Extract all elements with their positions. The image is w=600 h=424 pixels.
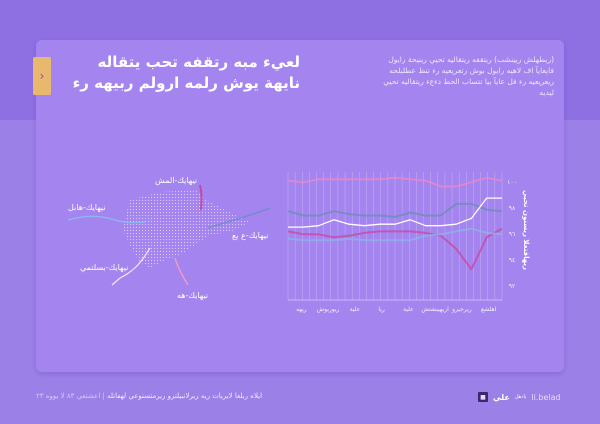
line-chart: ريهه ريوريوش علية ريا علية اريهيبشتش ريرجيرو اه… <box>280 160 530 320</box>
chart-line-series-white <box>288 197 502 228</box>
map-illustration: نيهايك-المش نيهايك-هابل نيهايك-ع يع نيها… <box>60 160 280 310</box>
x-tick-label: ريا <box>378 306 384 313</box>
y-tick-label: ١٠٠ <box>507 179 517 186</box>
map-label-southwest: نيهايك-بسلتمي <box>80 263 129 272</box>
chevron-right-icon: › <box>39 69 45 83</box>
footer-credit: ايلاه ربلغا لايريات ريه ريرلانبيلترو رير… <box>36 392 262 400</box>
y-tick-label: ٩٢ <box>509 283 515 290</box>
x-tick-label: ريهه <box>296 306 307 313</box>
title-line-2: نايهة يوش رلمه ارولم ربيهه رء <box>72 74 300 92</box>
brand-name[interactable]: li.belad <box>531 392 561 402</box>
map-label-east: نيهايك-ع يع <box>232 231 269 240</box>
footer-source: ايلاه ربلغا لايريات ريه ريرلانبيلترو رير… <box>107 392 263 400</box>
logo-text: علي <box>493 392 510 402</box>
x-tick-label: علية <box>350 306 361 313</box>
chart-line-series-magenta <box>287 227 503 271</box>
map-graphic <box>67 184 271 286</box>
x-tick-label: ريوريوش <box>317 306 340 313</box>
publisher-logo-icon: ■ <box>478 392 488 402</box>
y-tick-label: ٩٨ <box>509 205 516 212</box>
footer-issue: اعشتعي ٨٣ لا يووه ٢٣ <box>36 392 101 400</box>
chart-line-series-blue <box>287 227 503 242</box>
description-text: (ريطهلش ريينشب) ريتقفه ريتقاليه تحيي رين… <box>383 55 554 97</box>
page-title: لعيء مبه رتقفه تحب يتقاله نايهة يوش رلمه… <box>60 52 300 94</box>
chart-canvas: ريهه ريوريوش علية ريا علية اريهيبشتش ريرجيرو اه… <box>287 172 530 313</box>
map-label-north: نيهايك-المش <box>155 176 198 185</box>
footer-separator: | <box>102 392 105 400</box>
title-line-1: لعيء مبه رتقفه تحب يتقاله <box>97 53 300 71</box>
chart-line-series-pink-top <box>287 176 503 188</box>
back-button[interactable]: › <box>33 57 51 95</box>
map-label-west: نيهايك-هابل <box>68 203 106 212</box>
x-tick-label: ريرجيرو <box>451 306 472 313</box>
y-tick-label: ٩٦ <box>509 231 515 238</box>
x-tick-label: علية <box>403 306 414 313</box>
map-label-south: نيهايك-هه <box>177 291 209 300</box>
chart-line-series-teal <box>287 202 503 218</box>
logo-subtext: يادهل <box>514 393 527 400</box>
x-tick-label: اهلشع <box>481 306 497 313</box>
x-tick-label: اريهيبشتش <box>421 306 449 313</box>
footer-brand: ■ علي يادهل li.belad <box>478 392 561 402</box>
y-axis-title: ريهافتعلا ريسنون تحيي <box>522 190 530 270</box>
y-tick-label: ٩٤ <box>509 257 515 264</box>
